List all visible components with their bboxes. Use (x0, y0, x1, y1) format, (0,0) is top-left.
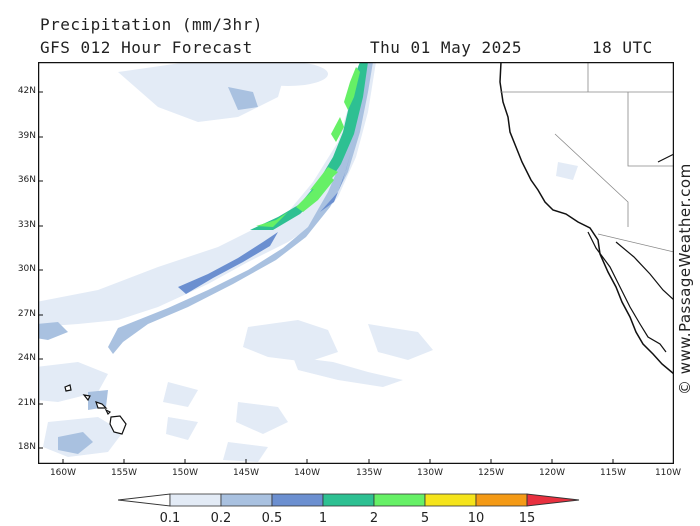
precipitation-map[interactable] (38, 62, 674, 464)
legend-value: 0.1 (159, 511, 181, 526)
legend-value: 15 (518, 511, 536, 526)
latitude-label: 36N (17, 175, 36, 185)
forecast-date: Thu 01 May 2025 (370, 38, 522, 57)
longitude-label: 115W (599, 468, 627, 478)
longitude-label: 120W (538, 468, 566, 478)
longitude-label: 150W (171, 468, 199, 478)
legend-swatch (169, 493, 222, 507)
legend-swatch (373, 493, 426, 507)
longitude-label: 130W (416, 468, 444, 478)
forecast-model: GFS 012 Hour Forecast (40, 38, 253, 57)
map-frame (38, 62, 674, 464)
longitude-label: 140W (293, 468, 321, 478)
longitude-label: 160W (49, 468, 77, 478)
precipitation-legend (118, 493, 580, 507)
latitude-label: 39N (17, 131, 36, 141)
legend-value: 1 (318, 511, 328, 526)
legend-value: 0.5 (261, 511, 283, 526)
longitude-label: 145W (232, 468, 260, 478)
latitude-label: 33N (17, 220, 36, 230)
legend-swatch (220, 493, 273, 507)
longitude-label: 135W (355, 468, 383, 478)
longitude-label: 110W (654, 468, 682, 478)
latitude-label: 42N (17, 86, 36, 96)
latitude-label: 30N (17, 264, 36, 274)
legend-arrow-low (118, 493, 171, 507)
hawaiian-islands (64, 384, 127, 435)
legend-value: 10 (467, 511, 485, 526)
latitude-label: 24N (17, 353, 36, 363)
legend-swatch (424, 493, 477, 507)
precip-moderate-areas (178, 152, 351, 294)
legend-value: 5 (420, 511, 430, 526)
legend-arrow-high (526, 493, 580, 507)
north-america-coast (499, 62, 674, 375)
legend-swatch (271, 493, 324, 507)
legend-swatch (475, 493, 528, 507)
latitude-label: 18N (17, 442, 36, 452)
precip-very-heavy-areas (256, 67, 360, 227)
longitude-label: 155W (110, 468, 138, 478)
latitude-label: 27N (17, 309, 36, 319)
state-borders (500, 62, 674, 253)
legend-value: 0.2 (210, 511, 232, 526)
longitude-label: 125W (477, 468, 505, 478)
legend-value: 2 (369, 511, 379, 526)
axis-ticks (38, 91, 674, 464)
latitude-label: 21N (17, 398, 36, 408)
forecast-time: 18 UTC (592, 38, 653, 57)
legend-swatch (322, 493, 375, 507)
copyright-credit: © www.PassageWeather.com (676, 163, 694, 395)
map-title: Precipitation (mm/3hr) (40, 15, 263, 34)
